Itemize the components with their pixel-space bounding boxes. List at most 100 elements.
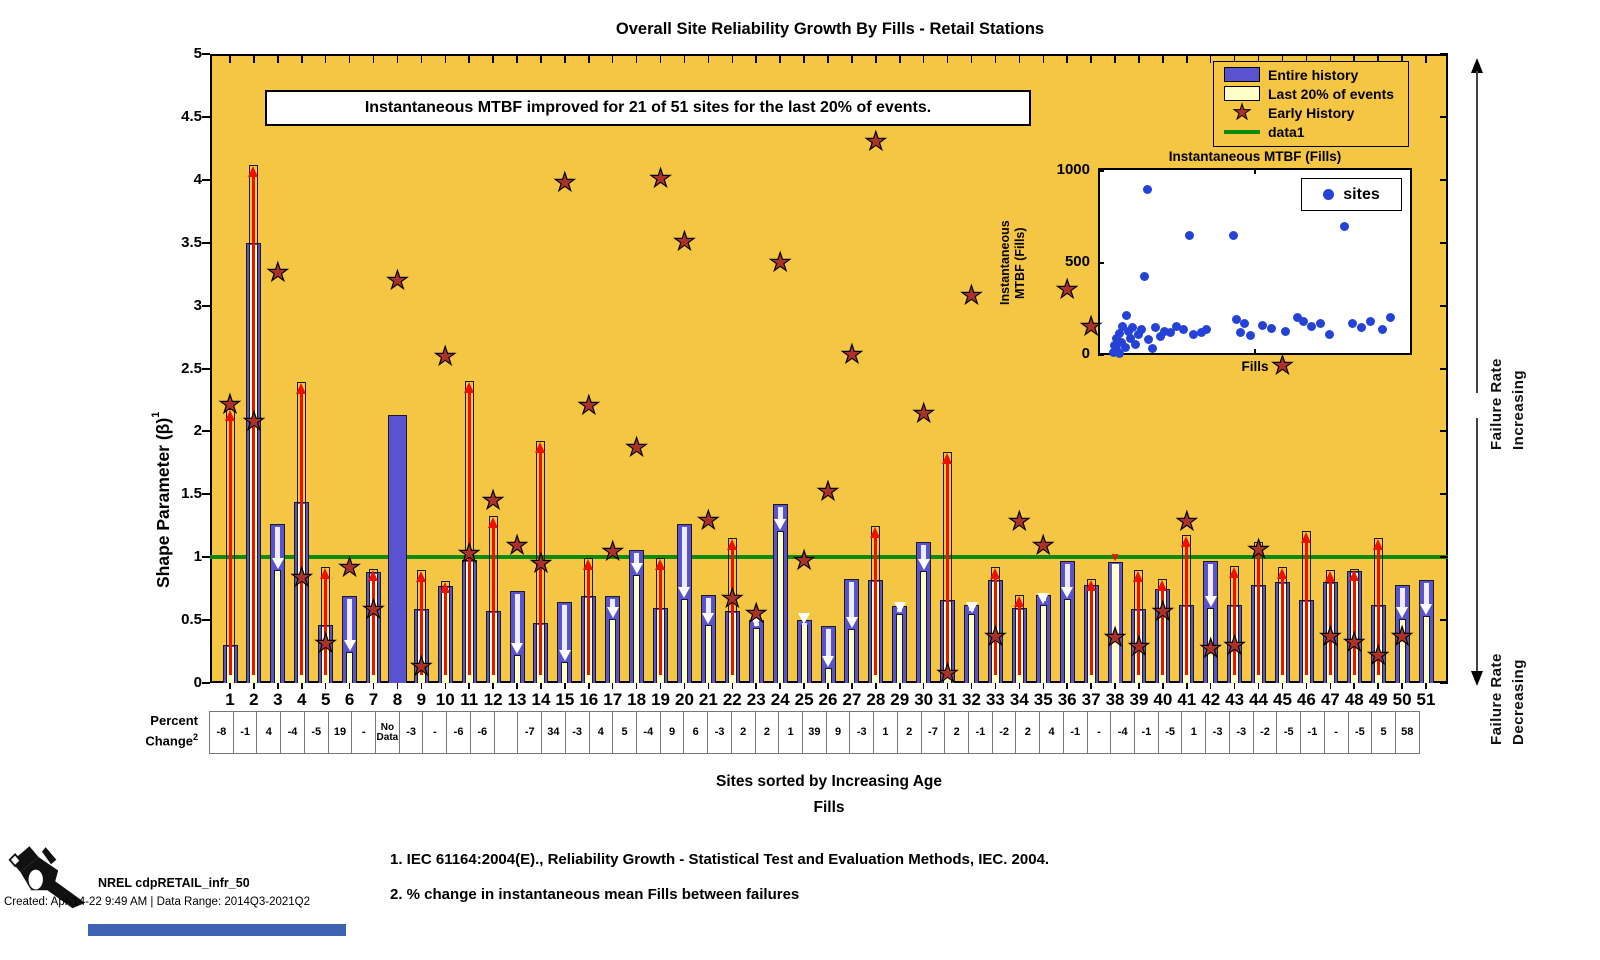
- x-axis-tick-bottom: [731, 683, 734, 689]
- x-axis-tick-bottom: [1281, 683, 1284, 689]
- x-axis-tick-bottom: [1066, 683, 1068, 689]
- bar-last20-outline: [297, 382, 307, 683]
- bar-last20-fill: [1111, 564, 1119, 683]
- increase-arrowhead-icon: [368, 569, 379, 581]
- bar-last20-outline: [1014, 594, 1024, 683]
- percent-change-cell: -7: [517, 712, 542, 753]
- percent-change-cell: -1: [1300, 712, 1324, 753]
- x-axis-tick-bottom: [468, 683, 470, 689]
- x-tick-label: 21: [698, 690, 718, 709]
- x-axis-tick-top: [492, 56, 494, 63]
- bar-last20: [1422, 616, 1430, 683]
- failure-rate-decreasing-label2: Decreasing: [1510, 659, 1527, 745]
- x-tick-label: 4: [297, 690, 307, 709]
- bar-last20-outline: [727, 538, 737, 683]
- bar-last20-outline: [440, 581, 450, 683]
- increase-arrowhead-icon: [248, 165, 259, 177]
- early-history-star-icon: ★: [553, 168, 577, 197]
- scatter-point: [1127, 323, 1137, 333]
- decrease-arrowhead-icon: [678, 586, 691, 598]
- early-history-star-icon: ★: [338, 553, 362, 582]
- bar-last20-outline: [1230, 566, 1240, 683]
- percent-change-cell: -3: [707, 712, 731, 753]
- x-axis-tick-bottom: [1401, 683, 1403, 689]
- early-history-star-icon: ★: [1366, 641, 1390, 670]
- x-tick-label: 25: [794, 690, 814, 709]
- scatter-point: [1130, 339, 1140, 349]
- x-axis-tick-bottom: [946, 683, 949, 689]
- x-axis-tick-bottom: [827, 683, 829, 689]
- data1-line-icon: [1224, 129, 1260, 134]
- x-axis-tick-bottom: [324, 683, 327, 689]
- entire-history-swatch-icon: [1224, 67, 1260, 82]
- percent-change-cell: -5: [1276, 712, 1301, 753]
- y-axis-tick: [202, 178, 210, 181]
- bar-last20-outline: [584, 558, 594, 683]
- decrease-arrowhead-icon: [822, 655, 834, 667]
- failure-rate-up-arrowhead-icon: [1471, 58, 1483, 73]
- bar-last20: [704, 625, 712, 683]
- early-history-star-icon: ★: [601, 537, 625, 566]
- x-axis-tick-bottom: [659, 683, 662, 689]
- inset-legend-label: sites: [1343, 185, 1380, 203]
- y-tick-label: 3.5: [181, 233, 202, 251]
- x-axis-tick-top: [970, 56, 973, 63]
- percent-change-cell: -3: [1205, 712, 1229, 753]
- percent-change-cell: -: [1323, 712, 1348, 753]
- x-axis-tick-bottom: [779, 683, 781, 689]
- scatter-point: [1307, 321, 1317, 331]
- decrease-arrow-shaft: [801, 623, 807, 627]
- gas-pump-logo-icon: [6, 840, 96, 910]
- x-tick-label: 8: [392, 690, 403, 709]
- increase-arrow-shaft: [300, 391, 304, 676]
- increase-arrow-shaft: [491, 524, 495, 676]
- early-history-star-icon: ★: [697, 506, 721, 535]
- decrease-arrow-shaft: [634, 552, 640, 565]
- x-axis-tick-top: [1281, 56, 1284, 63]
- early-history-star-icon: ★: [1223, 631, 1247, 660]
- percent-change-cell: -1: [1062, 712, 1087, 753]
- increase-arrowhead-icon: [989, 568, 1000, 580]
- increase-arrowhead-icon: [1085, 579, 1096, 591]
- percent-change-cell: 1: [1181, 712, 1206, 753]
- early-history-star-icon: ★: [1247, 535, 1271, 564]
- increase-arrowhead-icon: [942, 452, 953, 464]
- x-axis-tick-top: [396, 56, 399, 63]
- y-axis-tick: [202, 115, 210, 118]
- percent-change-cell: No Data: [375, 712, 399, 753]
- x-axis-tick-bottom: [1114, 683, 1116, 689]
- early-history-star-icon: ★: [1079, 312, 1103, 341]
- x-tick-label: 50: [1392, 690, 1412, 709]
- bar-last20: [920, 571, 928, 683]
- increase-arrowhead-icon: [583, 559, 594, 571]
- increase-arrowhead-icon: [1300, 531, 1311, 543]
- x-axis-tick-top: [1377, 56, 1379, 63]
- early-history-star-icon: ★: [960, 281, 984, 310]
- scatter-point: [1292, 313, 1302, 323]
- scatter-point: [1115, 328, 1125, 338]
- percent-change-table: -8 -1 4 -4 -5 19- No Data -3- -6 -6 -7 34 -3 4 5 -4 9 6 -3…: [209, 711, 1420, 754]
- scatter-point: [1266, 324, 1276, 334]
- x-tick-label: 11: [460, 690, 479, 709]
- increase-arrowhead-icon: [487, 516, 498, 528]
- early-history-star-icon: ★: [984, 622, 1008, 651]
- x-tick-label: 24: [770, 690, 790, 709]
- increase-arrowhead-icon: [1348, 569, 1359, 581]
- x-axis-tick-bottom: [301, 683, 303, 689]
- reference-line-data1: [210, 555, 1448, 560]
- x-tick-label: 29: [890, 690, 910, 709]
- decrease-arrowhead-icon: [271, 557, 284, 569]
- x-axis-tick-top: [420, 56, 423, 63]
- percent-change-cell: -4: [280, 712, 304, 753]
- x-axis-tick-top: [1353, 56, 1355, 63]
- legend-label: data1: [1268, 123, 1305, 140]
- bar-last20-outline: [943, 451, 953, 683]
- scatter-point: [1136, 325, 1146, 335]
- bar-last20: [274, 569, 282, 683]
- x-axis-tick-top: [875, 56, 877, 63]
- increase-arrow-shaft: [587, 567, 591, 676]
- x-axis-tick-top: [851, 56, 853, 63]
- bar-last20-outline: [1373, 538, 1383, 683]
- bar-last20: [346, 651, 354, 683]
- percent-change-row-label: Percent Change2: [145, 713, 198, 749]
